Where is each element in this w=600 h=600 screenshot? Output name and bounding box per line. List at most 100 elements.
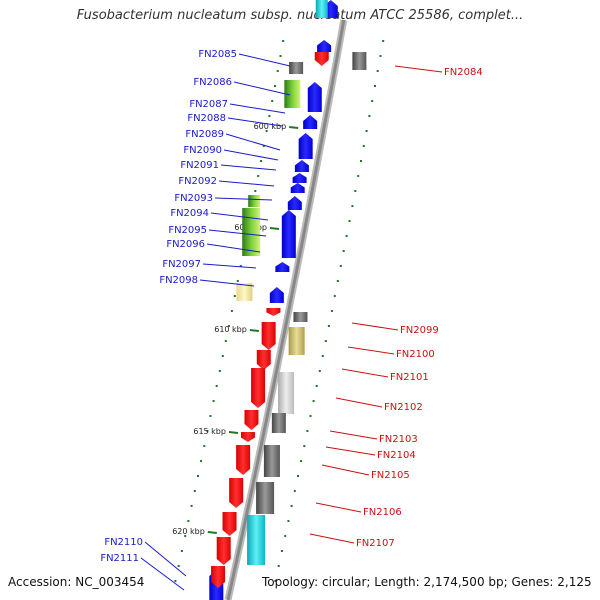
reverse-gene-arrow[interactable] [236, 445, 251, 475]
label-leader-line [351, 322, 399, 331]
forward-gene-arrow[interactable] [317, 40, 332, 52]
homology-bar[interactable] [256, 482, 275, 514]
label-leader-line [309, 533, 355, 544]
homology-bar[interactable] [263, 445, 280, 477]
gc-dot [274, 580, 277, 582]
gene-label-left[interactable]: FN2093 [174, 193, 213, 204]
homology-bar[interactable] [236, 283, 253, 301]
gene-label-left[interactable]: FN2110 [104, 537, 143, 548]
homology-bar[interactable] [284, 80, 301, 108]
tick-label: 620 kbp [172, 527, 205, 536]
gene-label-right[interactable]: FN2084 [444, 67, 483, 78]
gc-dot [376, 70, 379, 72]
homology-bar[interactable] [247, 515, 266, 565]
homology-bar[interactable] [278, 372, 295, 414]
label-leader-line [208, 229, 267, 237]
gene-label-left[interactable]: FN2092 [178, 176, 217, 187]
reverse-gene-arrow[interactable] [266, 308, 281, 316]
gene-label-right[interactable]: FN2102 [384, 402, 423, 413]
forward-gene-arrow[interactable] [307, 82, 322, 112]
reverse-gene-arrow[interactable] [240, 432, 255, 442]
gene-labels[interactable]: FN2085 FN2086 FN2087 FN2088 FN2089 FN2090 FN20… [100, 49, 483, 591]
homology-bar[interactable] [242, 208, 261, 256]
map-title: Fusobacterium nucleatum subsp. nucleatum… [76, 8, 524, 23]
gene-label-left[interactable]: FN2111 [100, 553, 139, 564]
homology-bar[interactable] [315, 0, 328, 18]
gene-label-left[interactable]: FN2097 [162, 259, 201, 270]
gc-dot [293, 490, 296, 492]
gc-dot [209, 415, 212, 417]
homology-bar[interactable] [293, 312, 308, 322]
forward-gene-arrow[interactable] [292, 173, 307, 183]
label-leader-line [140, 557, 185, 591]
gc-dot [206, 430, 209, 432]
homology-bar[interactable] [352, 52, 367, 70]
gene-label-left[interactable]: FN2091 [180, 160, 219, 171]
homology-bar[interactable] [289, 62, 304, 74]
gene-label-right[interactable]: FN2104 [377, 450, 416, 461]
gene-label-left[interactable]: FN2086 [193, 77, 232, 88]
gene-label-left[interactable]: FN2098 [159, 275, 198, 286]
reverse-gene-arrow[interactable] [244, 410, 259, 430]
reverse-gene-arrow[interactable] [229, 478, 244, 508]
gc-dot [348, 220, 351, 222]
gene-label-left[interactable]: FN2090 [183, 145, 222, 156]
gc-dot [239, 265, 242, 267]
gene-label-right[interactable]: FN2107 [356, 538, 395, 549]
gene-label-left[interactable]: FN2087 [189, 99, 228, 110]
gc-dot [257, 175, 260, 177]
gene-label-right[interactable]: FN2106 [363, 507, 402, 518]
homology-bar[interactable] [271, 413, 286, 433]
forward-gene-arrow[interactable] [275, 262, 290, 272]
reverse-gene-arrow[interactable] [256, 350, 271, 370]
tick-mark [207, 531, 217, 534]
topology-text: Topology: circular; Length: 2,174,500 bp… [262, 575, 592, 589]
label-leader-line [394, 65, 443, 73]
gc-dot [271, 100, 274, 102]
gc-dot [300, 460, 303, 462]
gene-features[interactable] [209, 0, 367, 600]
reverse-gene-arrow[interactable] [251, 368, 266, 408]
gc-dot [282, 40, 285, 42]
gene-label-right[interactable]: FN2105 [371, 470, 410, 481]
gene-label-right[interactable]: FN2101 [390, 372, 429, 383]
gc-dot [327, 325, 330, 327]
gene-label-left[interactable]: FN2095 [168, 225, 207, 236]
label-leader-line [223, 149, 279, 161]
gc-dot [174, 580, 177, 582]
forward-gene-arrow[interactable] [281, 210, 296, 258]
reverse-gene-arrow[interactable] [261, 322, 276, 350]
gene-label-left[interactable]: FN2088 [187, 113, 226, 124]
forward-gene-arrow[interactable] [298, 133, 313, 159]
homology-bar[interactable] [288, 327, 305, 355]
gene-label-left[interactable]: FN2096 [166, 239, 205, 250]
forward-gene-arrow[interactable] [290, 183, 305, 193]
gene-label-right[interactable]: FN2099 [400, 325, 439, 336]
gc-dot [279, 55, 282, 57]
forward-gene-arrow[interactable] [287, 196, 302, 210]
homology-bar[interactable] [248, 195, 261, 207]
reverse-gene-arrow[interactable] [211, 566, 226, 588]
gene-label-left[interactable]: FN2089 [185, 129, 224, 140]
gene-label-left[interactable]: FN2085 [198, 49, 237, 60]
gc-dot [236, 280, 239, 282]
label-leader-line [220, 164, 277, 171]
gc-dot [260, 160, 262, 162]
gc-dot [324, 340, 327, 342]
reverse-gene-arrow[interactable] [222, 512, 237, 536]
forward-gene-arrow[interactable] [294, 160, 309, 172]
gene-label-right[interactable]: FN2103 [379, 434, 418, 445]
reverse-gene-arrow[interactable] [314, 52, 329, 66]
label-leader-line [218, 180, 275, 187]
gc-dot [218, 370, 221, 372]
gene-label-left[interactable]: FN2094 [170, 208, 209, 219]
label-leader-line [329, 430, 378, 440]
tick-label: 600 kbp [254, 122, 287, 131]
gc-dot [354, 190, 357, 192]
forward-gene-arrow[interactable] [269, 287, 284, 303]
gc-dot [321, 355, 324, 357]
gene-label-right[interactable]: FN2100 [396, 349, 435, 360]
forward-gene-arrow[interactable] [303, 115, 318, 129]
reverse-gene-arrow[interactable] [216, 537, 231, 565]
